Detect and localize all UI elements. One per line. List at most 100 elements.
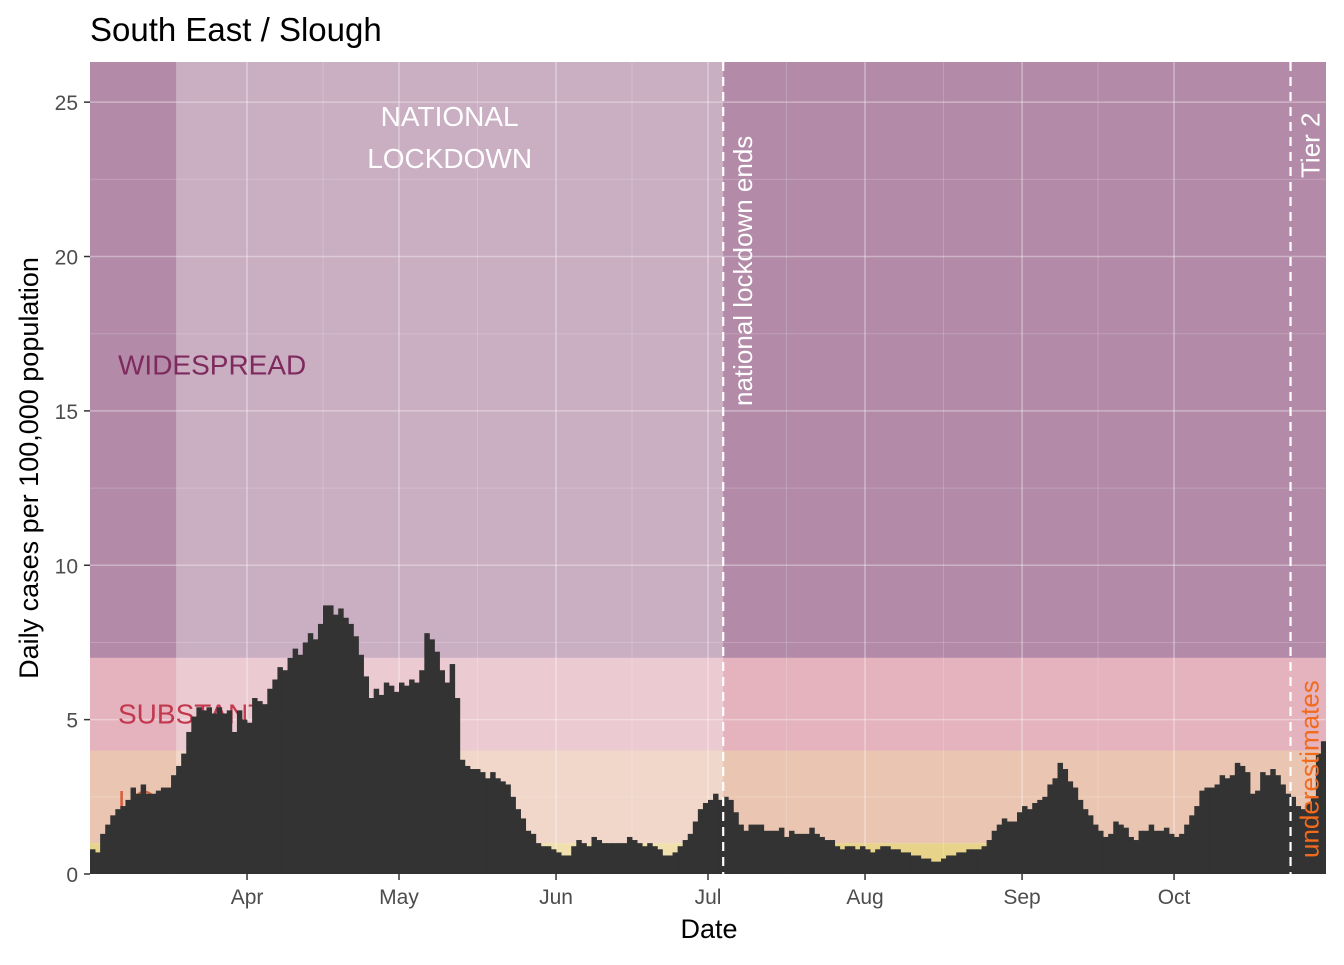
daily-cases-bar [317, 623, 324, 874]
daily-cases-bar [1118, 824, 1124, 874]
daily-cases-bar [1082, 809, 1089, 874]
daily-cases-bar [95, 852, 101, 874]
daily-cases-bar [474, 769, 481, 874]
daily-cases-bar [1270, 769, 1276, 874]
y-tick-label: 25 [55, 92, 78, 115]
daily-cases-bar [1072, 787, 1079, 874]
daily-cases-bar [1047, 784, 1053, 874]
daily-cases-bar [1320, 741, 1326, 874]
x-tick-label: Sep [1003, 886, 1040, 909]
daily-cases-bar [247, 722, 253, 874]
daily-cases-bar [1062, 769, 1069, 874]
daily-cases-bar [414, 682, 420, 874]
daily-cases-bar [682, 840, 689, 874]
daily-cases-bar [358, 654, 364, 874]
daily-cases-bar [530, 833, 537, 874]
daily-cases-bar [1179, 833, 1185, 874]
daily-cases-bar [895, 849, 901, 874]
daily-cases-bar [454, 698, 461, 874]
daily-cases-bar [490, 772, 496, 874]
daily-cases-bar [870, 852, 876, 874]
daily-cases-bar [378, 694, 385, 874]
band-widespread [90, 62, 1326, 658]
daily-cases-bar [819, 836, 825, 874]
daily-cases-bar [692, 821, 699, 874]
chart-title: South East / Slough [90, 11, 382, 48]
daily-cases-bar [525, 830, 532, 874]
daily-cases-bar [115, 809, 121, 874]
daily-cases-bar [677, 846, 684, 874]
daily-cases-bar [302, 642, 309, 874]
daily-cases-bar [186, 731, 192, 874]
daily-cases-bar [794, 833, 800, 874]
daily-cases-bar [844, 846, 851, 874]
daily-cases-bar [1077, 799, 1084, 874]
daily-cases-bar [312, 639, 319, 874]
event-lines: national lockdown ends Tier 2 underestimat… [722, 62, 1326, 874]
daily-cases-bar [231, 731, 238, 874]
daily-cases-bar [910, 855, 917, 874]
daily-cases-bar [880, 846, 886, 874]
daily-cases-bar [586, 846, 592, 874]
x-tick-label: Oct [1158, 886, 1191, 909]
daily-cases-bar [262, 704, 268, 874]
daily-cases-bar [935, 861, 942, 874]
daily-cases-bar [404, 685, 410, 874]
daily-cases-bar [859, 846, 866, 874]
daily-cases-bar [991, 830, 998, 874]
daily-cases-bar [601, 843, 608, 874]
daily-cases-bar [1032, 802, 1038, 874]
daily-cases-bar [1113, 821, 1119, 874]
bars [90, 596, 1336, 874]
daily-cases-bar [120, 806, 126, 874]
daily-cases-bar [1326, 720, 1331, 874]
daily-cases-bar [540, 846, 547, 874]
band-label-widespread: WIDESPREAD [118, 350, 306, 381]
daily-cases-bar [1214, 784, 1221, 874]
daily-cases-bar [1250, 793, 1256, 874]
daily-cases-bar [211, 713, 218, 874]
daily-cases-bar [267, 688, 273, 874]
daily-cases-bar [307, 633, 314, 874]
daily-cases-bar [713, 793, 719, 874]
daily-cases-bar [241, 719, 248, 874]
daily-cases-bar [206, 707, 212, 874]
daily-cases-bar [383, 682, 390, 874]
daily-cases-bar [1042, 796, 1048, 874]
daily-cases-bar [393, 691, 400, 874]
daily-cases-bar [444, 682, 451, 874]
daily-cases-bar [951, 855, 957, 874]
daily-cases-bar [718, 799, 724, 874]
daily-cases-bar [566, 855, 572, 874]
daily-cases-bar [849, 846, 856, 874]
daily-cases-bar [373, 688, 380, 874]
daily-cases-bar [814, 833, 820, 874]
daily-cases-bar [1260, 772, 1266, 874]
daily-cases-bar [687, 833, 694, 874]
daily-cases-bar [1285, 793, 1291, 874]
daily-cases-bar [865, 849, 871, 874]
daily-cases-bar [388, 685, 395, 874]
x-tick-label: May [379, 886, 419, 909]
daily-cases-bar [652, 846, 658, 874]
daily-cases-bar [672, 852, 679, 874]
daily-cases-bar [125, 799, 131, 874]
daily-cases-bar [480, 772, 486, 874]
daily-cases-bar [110, 815, 116, 874]
daily-cases-bar [1331, 596, 1336, 874]
daily-cases-bar [1052, 778, 1058, 874]
daily-cases-bar [966, 849, 972, 874]
daily-cases-bar [748, 824, 754, 874]
daily-cases-bar [996, 824, 1003, 874]
daily-cases-bar [702, 802, 709, 874]
daily-cases-bar [753, 824, 760, 874]
daily-cases-bar [419, 670, 425, 874]
daily-cases-bar [140, 784, 147, 874]
x-axis-label: Date [680, 914, 737, 944]
daily-cases-bar [464, 765, 471, 874]
axes: 0 5 10 15 20 25 Apr May Jun Jul Aug Sep Oct [55, 92, 1191, 909]
daily-cases-bar [611, 843, 618, 874]
daily-cases-bar [1204, 787, 1210, 874]
daily-cases-bar [946, 855, 952, 874]
